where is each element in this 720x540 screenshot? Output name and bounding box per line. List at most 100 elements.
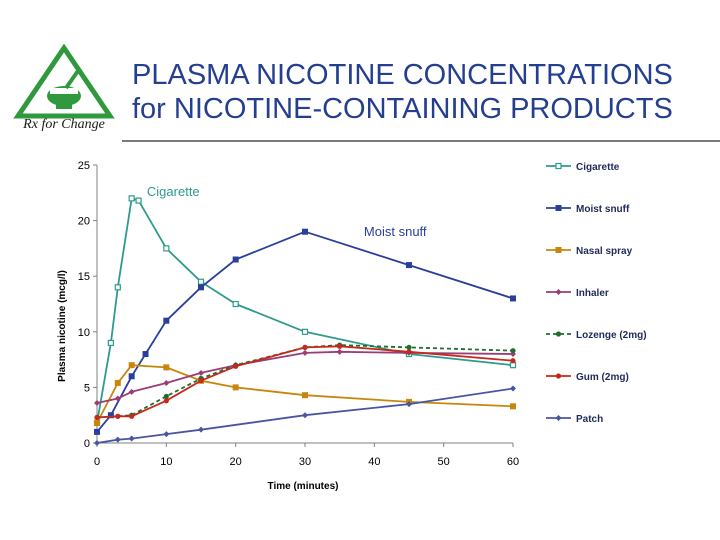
legend-label: Nasal spray	[576, 246, 633, 257]
data-point-gum-2mg	[406, 349, 412, 355]
data-point-gum-2mg	[163, 398, 169, 404]
title-divider	[122, 140, 720, 142]
legend-label: Cigarette	[576, 162, 620, 173]
y-tick-label: 25	[78, 160, 90, 172]
legend-item-gum-2mg: Gum (2mg)	[546, 372, 629, 383]
series-line-inhaler	[96, 350, 514, 404]
data-point-inhaler	[94, 399, 100, 406]
data-point-moist-snuff	[198, 284, 204, 291]
series-gum-2mg	[94, 343, 516, 421]
data-point-cigarette	[114, 284, 121, 291]
data-point-nasal-spray	[114, 379, 121, 386]
legend-label: Gum (2mg)	[576, 372, 629, 383]
legend-label: Moist snuff	[576, 204, 630, 215]
y-axis-title: Plasma nicotine (mcg/l)	[57, 270, 68, 382]
legend-swatch-marker	[555, 373, 562, 379]
data-point-patch	[128, 435, 135, 442]
data-point-cigarette	[163, 245, 170, 252]
x-tick-label: 50	[438, 456, 450, 468]
data-point-cigarette	[232, 300, 239, 308]
rx-for-change-logo: Rx for Change	[13, 44, 115, 132]
data-point-moist-snuff	[128, 373, 135, 380]
legend-swatch-marker	[555, 331, 562, 337]
data-point-inhaler	[302, 349, 308, 356]
data-point-inhaler	[128, 388, 135, 395]
data-point-lozenge-2mg	[510, 348, 516, 354]
series-cigarette	[93, 195, 517, 427]
chart-series-layer	[93, 195, 517, 446]
legend-label: Patch	[576, 414, 603, 425]
x-tick-label: 30	[299, 456, 311, 468]
data-point-gum-2mg	[115, 413, 121, 419]
data-point-cigarette	[128, 195, 135, 202]
data-point-moist-snuff	[142, 351, 149, 358]
series-line-moist-snuff	[96, 230, 514, 433]
data-point-gum-2mg	[94, 414, 100, 421]
legend-swatch-marker	[555, 289, 562, 295]
data-point-gum-2mg	[129, 413, 135, 419]
series-moist-snuff	[94, 228, 516, 435]
data-point-inhaler	[163, 379, 170, 386]
data-point-moist-snuff	[107, 412, 114, 419]
data-point-cigarette	[509, 362, 517, 369]
data-point-patch	[510, 385, 516, 392]
data-point-nasal-spray	[163, 364, 170, 371]
data-point-cigarette	[197, 278, 205, 285]
chart-annotations: Cigarette Moist snuff	[147, 184, 427, 239]
legend-item-cigarette: Cigarette	[546, 162, 620, 173]
legend-item-inhaler: Inhaler	[546, 288, 609, 299]
x-tick-label: 60	[507, 456, 519, 468]
legend-label: Lozenge (2mg)	[576, 330, 647, 341]
legend-item-lozenge-2mg: Lozenge (2mg)	[546, 330, 647, 341]
data-point-cigarette	[135, 197, 142, 204]
data-point-gum-2mg	[302, 344, 308, 350]
legend-swatch-marker	[555, 162, 562, 170]
data-point-moist-snuff	[510, 295, 516, 302]
data-point-gum-2mg	[337, 343, 343, 349]
legend-item-nasal-spray: Nasal spray	[546, 246, 633, 257]
data-point-nasal-spray	[232, 384, 239, 391]
data-point-nasal-spray	[128, 362, 135, 369]
y-tick-label: 20	[78, 216, 90, 228]
data-point-cigarette	[301, 328, 309, 335]
x-tick-label: 40	[368, 456, 380, 468]
data-point-nasal-spray	[302, 392, 308, 399]
logo-text: Rx for Change	[22, 117, 105, 132]
data-point-gum-2mg	[233, 363, 239, 369]
data-point-moist-snuff	[232, 256, 239, 263]
chart-axes: 0 5 10 15 20 25 0 10 20 30 40 50 60 Time (minutes) Pla…	[57, 160, 519, 492]
legend-item-moist-snuff: Moist snuff	[546, 204, 630, 215]
y-tick-label: 0	[84, 438, 90, 450]
data-point-lozenge-2mg	[406, 344, 412, 350]
data-point-patch	[114, 436, 121, 443]
data-point-cigarette	[107, 339, 114, 347]
data-point-gum-2mg	[198, 378, 204, 384]
data-point-gum-2mg	[510, 358, 516, 364]
x-tick-label: 20	[230, 456, 242, 468]
data-point-moist-snuff	[406, 262, 412, 269]
data-point-nasal-spray	[510, 403, 516, 410]
legend-swatch-marker	[555, 205, 562, 211]
data-point-patch	[163, 431, 170, 438]
data-point-patch	[406, 401, 412, 408]
data-point-nasal-spray	[94, 419, 100, 426]
x-tick-label: 10	[160, 456, 172, 468]
y-tick-label: 10	[78, 327, 90, 339]
x-tick-label: 0	[94, 456, 100, 468]
y-tick-label: 5	[84, 382, 90, 394]
legend-item-patch: Patch	[546, 414, 603, 425]
legend-swatch-marker	[555, 415, 562, 421]
data-point-moist-snuff	[163, 317, 170, 324]
annotation-moist-snuff: Moist snuff	[364, 224, 427, 239]
x-axis-title: Time (minutes)	[268, 481, 339, 492]
legend-swatch-marker	[555, 247, 562, 253]
data-point-inhaler	[114, 395, 121, 402]
data-point-moist-snuff	[302, 228, 308, 235]
annotation-cigarette: Cigarette	[147, 184, 200, 199]
series-patch	[94, 385, 516, 446]
legend-label: Inhaler	[576, 288, 609, 299]
data-point-patch	[198, 426, 204, 433]
data-point-moist-snuff	[94, 428, 100, 435]
data-point-lozenge-2mg	[163, 393, 169, 399]
